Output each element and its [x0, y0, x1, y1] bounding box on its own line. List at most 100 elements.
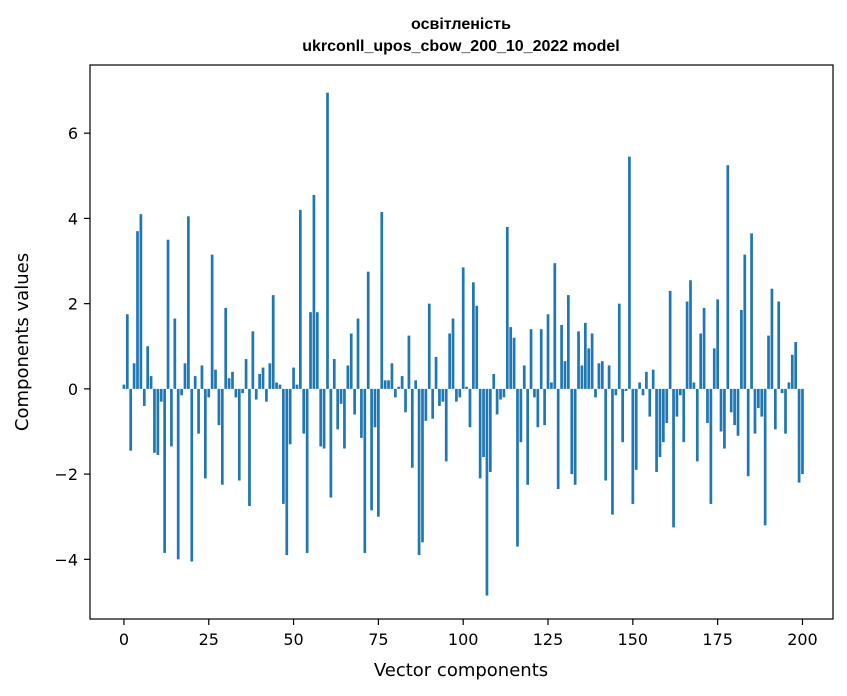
bar: [200, 365, 204, 389]
bar: [614, 388, 618, 396]
bar: [414, 380, 418, 389]
bar: [702, 307, 706, 389]
bar: [322, 388, 326, 449]
bar: [746, 388, 750, 477]
bar: [597, 363, 601, 389]
bar: [757, 388, 760, 409]
bar: [801, 388, 804, 475]
bar: [668, 290, 672, 389]
bar: [380, 212, 384, 389]
bar: [750, 233, 753, 389]
bar: [468, 388, 472, 428]
bar: [210, 254, 214, 389]
x-axis-label: Vector components: [374, 660, 548, 681]
bar: [580, 365, 584, 389]
bar: [305, 388, 309, 553]
bar: [258, 373, 261, 389]
bar: [645, 371, 648, 389]
bar: [180, 388, 183, 396]
bar: [197, 388, 200, 434]
bar: [461, 267, 465, 389]
bar: [536, 388, 540, 428]
bar: [136, 231, 139, 389]
bar: [736, 388, 740, 436]
bar: [193, 376, 197, 389]
bar: [417, 388, 421, 556]
bar: [282, 388, 285, 504]
bar: [329, 388, 333, 498]
bar: [170, 388, 173, 447]
bar: [706, 388, 709, 423]
bar: [441, 388, 445, 402]
y-tick-label: −4: [54, 550, 78, 569]
bar: [621, 388, 625, 443]
bar: [343, 388, 346, 449]
bar: [767, 335, 770, 389]
bar: [482, 388, 485, 458]
bar: [729, 388, 733, 413]
bar: [743, 254, 747, 389]
bar: [560, 324, 563, 389]
bar: [176, 388, 180, 560]
bar: [634, 388, 638, 470]
bar: [682, 388, 686, 443]
bar: [556, 388, 560, 490]
y-tick-label: −2: [54, 465, 78, 484]
bar: [360, 388, 363, 438]
bar: [203, 388, 207, 479]
bar: [583, 322, 587, 389]
bar: [485, 388, 489, 596]
bar: [339, 388, 343, 404]
bar: [726, 165, 730, 389]
bar: [587, 348, 591, 389]
bar: [234, 388, 238, 398]
bar: [248, 388, 251, 507]
bar: [689, 280, 692, 389]
bar: [522, 365, 526, 389]
bar: [753, 388, 757, 434]
bar: [315, 312, 319, 389]
x-tick-label: 25: [199, 630, 219, 649]
bar: [346, 365, 350, 389]
bar: [740, 310, 743, 389]
bar: [712, 348, 716, 389]
bar: [709, 388, 713, 504]
y-tick-label: 2: [68, 295, 78, 314]
bar: [149, 376, 153, 389]
bar: [777, 301, 781, 389]
bar: [251, 331, 255, 389]
bar: [377, 388, 380, 517]
bar: [719, 388, 723, 432]
bar: [227, 378, 231, 389]
bar: [332, 359, 336, 389]
bar: [567, 295, 570, 389]
bar: [241, 388, 245, 394]
bar: [787, 382, 791, 389]
bar: [268, 363, 272, 389]
bar: [356, 318, 360, 389]
bar: [444, 388, 448, 462]
bar: [349, 333, 353, 389]
bar: [770, 288, 774, 389]
bar: [716, 299, 719, 389]
bar: [424, 388, 428, 421]
bar: [397, 386, 401, 389]
bar: [478, 388, 482, 479]
bar: [244, 359, 248, 389]
bar: [655, 388, 658, 472]
bar: [159, 388, 163, 402]
plot-frame: [89, 64, 834, 620]
bar: [638, 382, 641, 389]
bar: [617, 303, 621, 389]
bar: [594, 388, 597, 398]
bar: [512, 337, 516, 389]
bar: [780, 388, 784, 394]
bar: [675, 388, 679, 417]
bar: [122, 384, 126, 389]
bar: [410, 388, 414, 468]
bar: [421, 388, 424, 543]
bar: [794, 342, 798, 389]
bar: [404, 388, 407, 413]
bars-group: [122, 92, 804, 596]
bar: [699, 333, 703, 389]
